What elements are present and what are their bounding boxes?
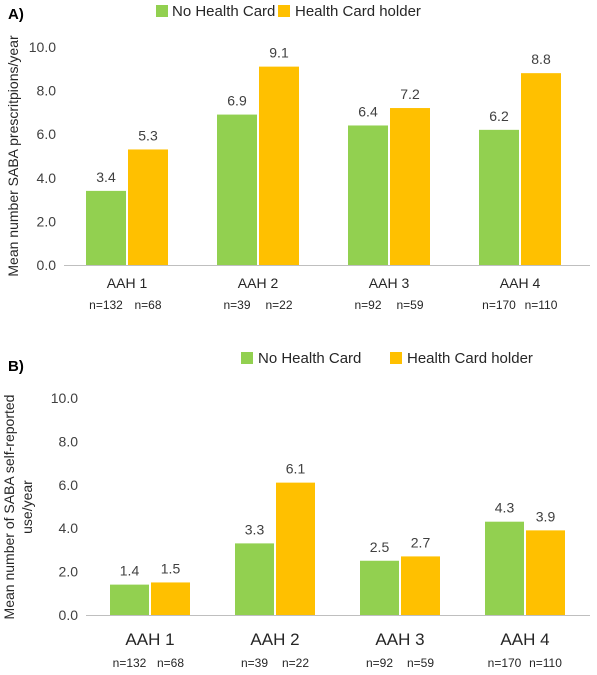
sample-size-label: n=68 xyxy=(134,298,161,312)
category-label: AAH 2 xyxy=(238,275,279,291)
data-label: 6.4 xyxy=(358,103,378,119)
data-label: 5.3 xyxy=(138,127,158,143)
bar xyxy=(348,125,388,265)
bar xyxy=(86,190,126,265)
data-label: 4.3 xyxy=(495,500,515,516)
bar xyxy=(485,521,524,615)
sample-size-label: n=132 xyxy=(113,656,147,670)
sample-size-label: n=170 xyxy=(482,298,516,312)
legend-entry: Health Card holder xyxy=(407,350,533,367)
data-label: 6.2 xyxy=(489,108,509,124)
sample-size-label: n=170 xyxy=(488,656,522,670)
category-label: AAH 3 xyxy=(369,275,410,291)
bar xyxy=(526,530,565,615)
category-label: AAH 1 xyxy=(125,630,174,649)
category-label: AAH 1 xyxy=(107,275,148,291)
y-tick-label: 10.0 xyxy=(29,39,56,55)
y-tick-label: 2.0 xyxy=(37,213,57,229)
y-tick-label: 8.0 xyxy=(37,83,57,99)
y-tick-label: 0.0 xyxy=(59,607,79,623)
y-axis-title: Mean number SABA prescritpions/year xyxy=(5,35,21,277)
category-label: AAH 3 xyxy=(375,630,424,649)
bar xyxy=(217,114,257,265)
bar xyxy=(110,584,149,615)
legend-swatch xyxy=(278,5,290,17)
bar xyxy=(259,66,299,266)
sample-size-label: n=132 xyxy=(89,298,123,312)
category-label: AAH 4 xyxy=(500,630,549,649)
legend-entry: No Health Card xyxy=(258,350,361,367)
y-axis-title: use/year xyxy=(19,480,35,534)
panel-label: B) xyxy=(8,358,24,375)
sample-size-label: n=39 xyxy=(223,298,250,312)
legend-swatch xyxy=(156,5,168,17)
data-label: 6.1 xyxy=(286,461,306,477)
legend-swatch xyxy=(390,352,402,364)
bar xyxy=(521,73,561,265)
sample-size-label: n=22 xyxy=(265,298,292,312)
sample-size-label: n=68 xyxy=(157,656,184,670)
bar xyxy=(401,556,440,615)
y-tick-label: 10.0 xyxy=(51,390,78,406)
sample-size-label: n=22 xyxy=(282,656,309,670)
legend-entry: No Health Card xyxy=(172,3,275,20)
legend-swatch xyxy=(241,352,253,364)
panel-label: A) xyxy=(8,6,24,23)
sample-size-label: n=110 xyxy=(529,656,562,670)
y-tick-label: 4.0 xyxy=(37,170,57,186)
bar xyxy=(479,129,519,265)
category-label: AAH 4 xyxy=(500,275,541,291)
bar xyxy=(128,149,168,265)
legend-entry: Health Card holder xyxy=(295,3,421,20)
sample-size-label: n=59 xyxy=(407,656,434,670)
y-tick-label: 6.0 xyxy=(37,126,57,142)
bar xyxy=(276,482,315,615)
y-tick-label: 8.0 xyxy=(59,433,79,449)
bar xyxy=(235,543,274,615)
data-label: 2.7 xyxy=(411,534,431,550)
sample-size-label: n=92 xyxy=(366,656,393,670)
y-tick-label: 2.0 xyxy=(59,564,79,580)
sample-size-label: n=59 xyxy=(396,298,423,312)
chart-panel-b: B) No Health Card Health Card holder 0.0 2.0… xyxy=(1,350,590,670)
data-label: 9.1 xyxy=(269,45,289,61)
data-label: 8.8 xyxy=(531,51,551,67)
bar xyxy=(151,582,190,615)
bar xyxy=(360,560,399,615)
data-label: 2.5 xyxy=(370,539,390,555)
category-label: AAH 2 xyxy=(250,630,299,649)
data-label: 3.3 xyxy=(245,521,265,537)
sample-size-label: n=92 xyxy=(354,298,381,312)
bar xyxy=(390,108,430,265)
data-label: 1.4 xyxy=(120,563,140,579)
data-label: 3.4 xyxy=(96,169,116,185)
y-axis-title: Mean number of SABA self-reported xyxy=(1,395,17,620)
sample-size-label: n=39 xyxy=(241,656,268,670)
y-tick-label: 6.0 xyxy=(59,477,79,493)
chart-panel-a: A) No Health Card Health Card holder 0.0 2.0… xyxy=(5,3,590,312)
data-label: 7.2 xyxy=(400,86,420,102)
y-tick-label: 4.0 xyxy=(59,520,79,536)
data-label: 1.5 xyxy=(161,560,181,576)
data-label: 3.9 xyxy=(536,508,556,524)
sample-size-label: n=110 xyxy=(525,298,558,312)
y-tick-label: 0.0 xyxy=(37,257,57,273)
data-label: 6.9 xyxy=(227,93,247,109)
